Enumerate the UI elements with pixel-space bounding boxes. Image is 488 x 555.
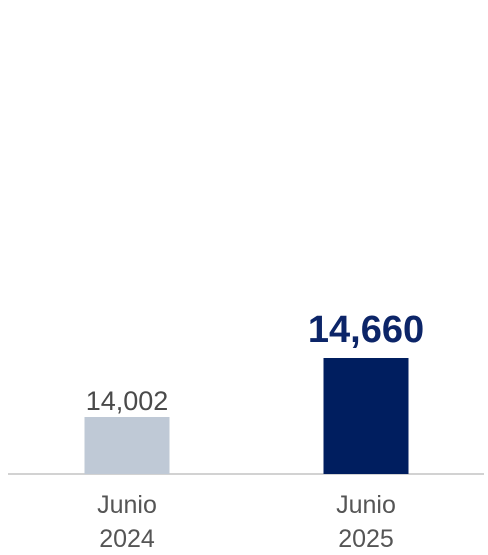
data-label: 14,660 — [308, 309, 424, 351]
x-tick-label: 2025 — [338, 525, 394, 553]
x-tick-label: Junio — [97, 491, 157, 519]
labels-group: 14,002 Junio 2024 14,660 Junio 2025 — [86, 309, 424, 553]
bars-group — [84, 358, 409, 474]
x-tick-label: 2024 — [99, 525, 155, 553]
bar-highlight — [323, 358, 409, 474]
x-tick-label: Junio — [336, 491, 396, 519]
bar-previous — [84, 417, 170, 474]
data-label: 14,002 — [86, 386, 169, 416]
